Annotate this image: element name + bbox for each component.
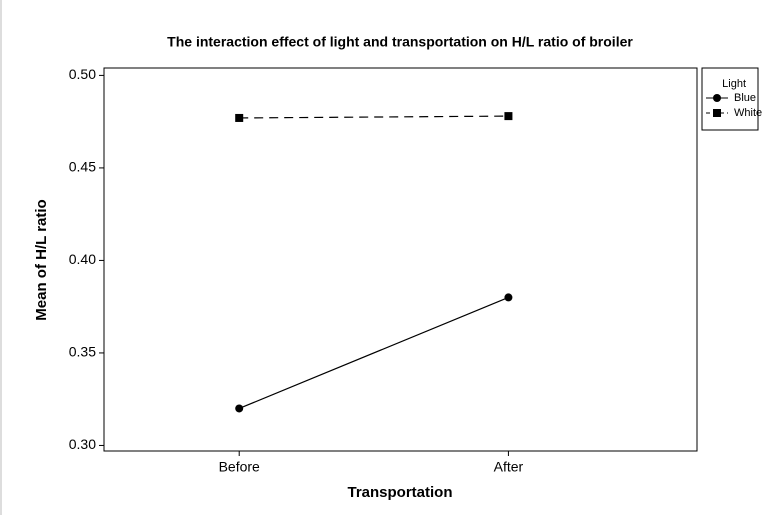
legend-label: White [734,107,762,119]
legend-title: Light [722,78,746,90]
marker [235,113,244,122]
marker [713,94,721,102]
y-tick-label: 0.35 [69,344,96,360]
marker [504,293,513,302]
y-axis-label: Mean of H/L ratio [33,199,50,320]
marker [504,112,513,121]
y-tick-label: 0.45 [69,159,96,175]
line [238,296,509,409]
plot-area [103,67,698,452]
chart-title: The interaction effect of light and tran… [167,34,633,50]
x-tick-label: After [494,459,524,475]
x-tick-label: Before [219,459,260,475]
y-tick-label: 0.50 [69,66,96,82]
y-tick-label: 0.30 [69,436,96,452]
y-tick-label: 0.40 [69,251,96,267]
x-axis-label: Transportation [347,484,452,501]
legend-box [701,67,759,131]
legend-label: Blue [734,92,756,104]
marker [713,109,721,117]
marker [235,404,244,413]
